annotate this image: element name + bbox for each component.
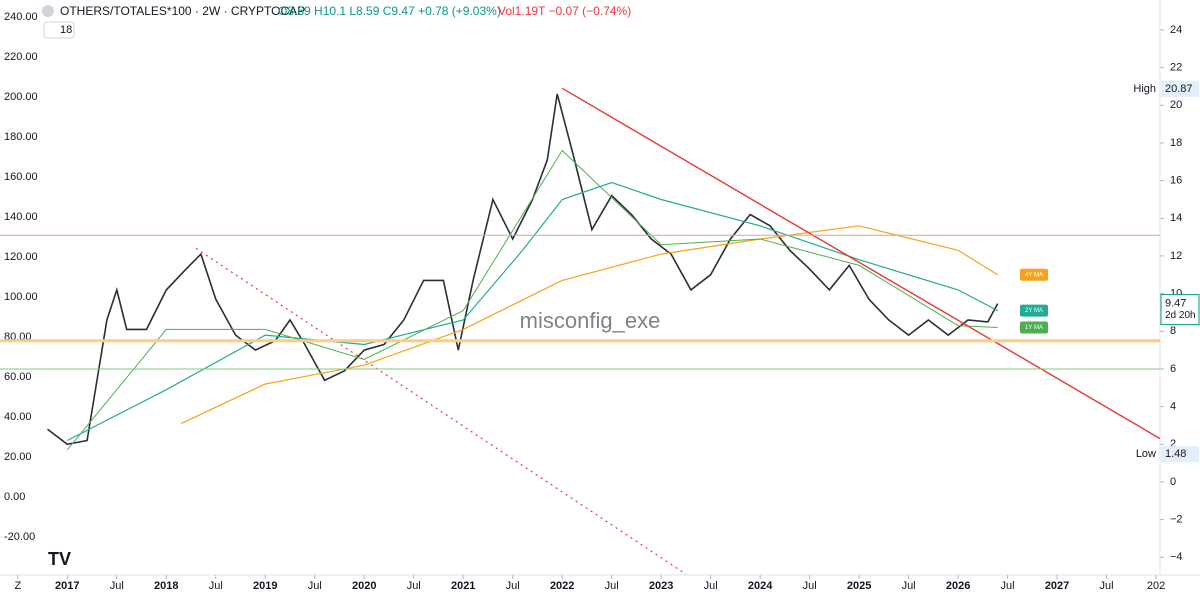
x-tick-label: Jul — [407, 580, 421, 592]
y2-tick-label: 16 — [1170, 175, 1182, 187]
high-label: High — [1133, 83, 1156, 95]
series-line — [561, 87, 1161, 440]
x-tick-label: Jul — [803, 580, 817, 592]
watermark: misconfig_exe — [520, 308, 661, 333]
y-tick-label: 220.00 — [4, 51, 38, 63]
series-line — [180, 225, 999, 425]
y-tick-label: 120.00 — [4, 251, 38, 263]
x-tick-label: 2020 — [352, 580, 376, 592]
y2-tick-label: 2 — [1170, 438, 1176, 450]
ma-tag — [1020, 304, 1048, 317]
logo: TV — [48, 549, 71, 569]
x-tick-label: 2026 — [946, 580, 970, 592]
last-price: 9.47 — [1165, 298, 1186, 310]
y-tick-label: 180.00 — [4, 131, 38, 143]
low-label: Low — [1136, 448, 1156, 460]
y-tick-label: 100.00 — [4, 291, 38, 303]
x-tick-label: Jul — [506, 580, 520, 592]
low-box — [1161, 446, 1199, 463]
series-line — [66, 149, 998, 451]
ma-tag-label: 4Y MA — [1025, 272, 1043, 278]
indicator-toggle[interactable] — [43, 21, 75, 39]
x-tick-label: 2017 — [55, 580, 79, 592]
y-tick-label: 20.00 — [4, 451, 32, 463]
x-tick-label: Jul — [209, 580, 223, 592]
y2-tick-label: 12 — [1170, 250, 1182, 262]
y2-tick-label: 20 — [1170, 99, 1182, 111]
series-line — [67, 181, 998, 442]
x-tick-label: 2023 — [649, 580, 673, 592]
series-line — [47, 93, 999, 446]
x-tick-label: 2027 — [1045, 580, 1069, 592]
y2-tick-label: 24 — [1170, 24, 1182, 36]
y2-tick-label: −4 — [1170, 551, 1183, 563]
ohlc: O8.69 H10.1 L8.59 C9.47 +0.78 (+9.03%) — [278, 4, 501, 18]
volume: Vol1.19T −0.07 (−0.74%) — [498, 4, 631, 18]
ma-tag-label: 1Y MA — [1025, 325, 1043, 331]
x-tick-label: Jul — [605, 580, 619, 592]
x-tick-label: 2018 — [154, 580, 178, 592]
x-tick-label: 202 — [1147, 580, 1165, 592]
y2-tick-label: 22 — [1170, 62, 1182, 74]
x-tick-label: Z — [14, 580, 21, 592]
low-value: 1.48 — [1165, 448, 1186, 460]
x-tick-label: 2019 — [253, 580, 277, 592]
y-tick-label: -20.00 — [4, 531, 35, 543]
y-tick-label: 240.00 — [4, 11, 38, 23]
y-tick-label: 60.00 — [4, 371, 32, 383]
ma-tag — [1020, 268, 1048, 281]
y2-tick-label: 18 — [1170, 137, 1182, 149]
y-tick-label: 200.00 — [4, 91, 38, 103]
x-tick-label: 2024 — [748, 580, 773, 592]
y-tick-label: 160.00 — [4, 171, 38, 183]
indicator-count[interactable]: 18 — [60, 24, 72, 36]
series-line — [195, 247, 687, 575]
countdown: 2d 20h — [1165, 310, 1196, 321]
y2-tick-label: 6 — [1170, 363, 1176, 375]
x-tick-label: Jul — [902, 580, 916, 592]
y2-tick-label: 0 — [1170, 476, 1176, 488]
ma-tag — [1020, 321, 1048, 334]
x-tick-label: Jul — [704, 580, 718, 592]
x-tick-label: Jul — [1100, 580, 1114, 592]
y-tick-label: 0.00 — [4, 491, 25, 503]
last-price-box — [1160, 294, 1200, 326]
x-tick-label: Jul — [110, 580, 124, 592]
y2-tick-label: 8 — [1170, 325, 1176, 337]
ma-tag-label: 2Y MA — [1025, 308, 1043, 314]
y2-tick-label: −2 — [1170, 514, 1183, 526]
x-tick-label: Jul — [308, 580, 322, 592]
y-tick-label: 40.00 — [4, 411, 32, 423]
symbol[interactable]: OTHERS/TOTALES*100 · 2W · CRYPTOCAP — [60, 4, 305, 18]
x-tick-label: 2025 — [847, 580, 871, 592]
x-tick-label: Jul — [1001, 580, 1015, 592]
y-tick-label: 140.00 — [4, 211, 38, 223]
high-box — [1161, 80, 1199, 97]
y2-tick-label: 4 — [1170, 401, 1176, 413]
x-tick-label: 2022 — [550, 580, 574, 592]
high-value: 20.87 — [1165, 83, 1193, 95]
x-tick-label: 2021 — [451, 580, 475, 592]
y2-tick-label: 14 — [1170, 212, 1182, 224]
symbol-icon[interactable] — [42, 5, 54, 17]
